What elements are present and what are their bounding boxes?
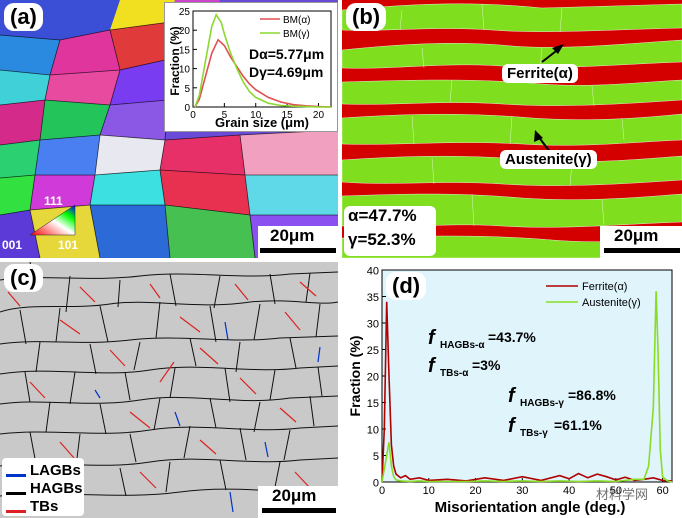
y-tick-label: 30 xyxy=(367,319,379,331)
inset-ylabel: Fraction (%) xyxy=(168,26,182,95)
sub-tbs-gamma: TBs-γ xyxy=(520,428,548,439)
series-line-0 xyxy=(194,38,332,108)
watermark: 材料学网 xyxy=(596,487,648,502)
series-line-1 xyxy=(194,13,331,108)
sub-hagbs-alpha: HAGBs-α xyxy=(440,340,485,351)
y-tick-label: 40 xyxy=(367,266,379,278)
x-tick-label: 0 xyxy=(190,110,196,121)
d-alpha: Dα=5.77μm xyxy=(249,46,324,62)
panel-d: Fraction (%) Misorientation angle (deg.)… xyxy=(342,262,682,518)
inset-ticks: 0 5 10 15 20 0 5 10 15 20 25 xyxy=(179,7,325,121)
scalebar-c-text: 20μm xyxy=(272,486,317,505)
grain-size-chart: Fraction (%) Grain size (μm) 0 5 10 15 20 0 5 1… xyxy=(168,7,332,130)
y-tick-label: 10 xyxy=(179,65,191,76)
f-symbol-4: f xyxy=(508,415,517,437)
scalebar-a xyxy=(260,248,336,253)
ipf-111: 111 xyxy=(44,194,63,208)
legend-hagb-swatch xyxy=(6,492,26,495)
series-line-0 xyxy=(381,301,673,483)
ipf-labels: 111 001 101 xyxy=(2,194,78,252)
y-tick-label: 5 xyxy=(373,451,379,463)
y-tick-label: 15 xyxy=(367,398,379,410)
x-tick-label: 60 xyxy=(657,485,669,497)
y-tick-label: 5 xyxy=(184,84,190,95)
ipf-101: 101 xyxy=(58,238,78,252)
y-tick-label: 20 xyxy=(367,372,379,384)
d-gamma: Dγ=4.69μm xyxy=(249,64,323,80)
y-tick-label: 25 xyxy=(179,7,191,18)
gamma-fraction: γ=52.3% xyxy=(348,230,416,249)
panel-a: (a) Fraction (%) Grain size (μm) 0 5 10 15 2… xyxy=(0,0,338,258)
alpha-fraction: α=47.7% xyxy=(348,206,417,225)
x-tick-label: 15 xyxy=(282,110,294,121)
phase-map xyxy=(342,0,682,258)
legend-lagb: LAGBs xyxy=(30,462,81,479)
panel-a-label: (a) xyxy=(4,3,43,31)
x-tick-label: 5 xyxy=(222,110,228,121)
x-tick-label: 40 xyxy=(563,485,575,497)
f-tbs-gamma: =61.1% xyxy=(554,417,602,433)
ipf-001: 001 xyxy=(2,238,22,252)
x-tick-label: 30 xyxy=(516,485,528,497)
x-tick-label: 20 xyxy=(469,485,481,497)
misor-ticks: 0 10 20 30 40 50 60 0 5 10 15 20 25 30 35 40 xyxy=(367,266,669,498)
sub-tbs-alpha: TBs-α xyxy=(440,368,469,379)
x-tick-label: 0 xyxy=(379,485,385,497)
austenite-arrow-head xyxy=(534,130,543,142)
misor-plot-area xyxy=(381,269,673,483)
misor-ylabel: Fraction (%) xyxy=(347,336,363,417)
y-tick-label: 0 xyxy=(184,103,190,114)
fraction-annotations: f HAGBs-α =43.7% f TBs-α =3% f HAGBs-γ =… xyxy=(428,327,616,439)
f-symbol-1: f xyxy=(428,327,437,349)
scalebar-b-text: 20μm xyxy=(614,226,659,245)
legend-tb: TBs xyxy=(30,498,59,515)
x-tick-label: 10 xyxy=(250,110,262,121)
series-line-1 xyxy=(381,291,673,483)
scalebar-c xyxy=(262,508,336,513)
panel-b-label: (b) xyxy=(346,3,387,31)
austenite-label: Austenite(γ) xyxy=(500,150,597,169)
y-tick-label: 35 xyxy=(367,292,379,304)
sub-hagbs-gamma: HAGBs-γ xyxy=(520,398,564,409)
legend-lagb-swatch xyxy=(6,474,26,477)
legend-hagb: HAGBs xyxy=(30,480,83,497)
inset-legend-alpha: BM(α) xyxy=(283,15,310,26)
panel-c-label: (c) xyxy=(4,264,43,292)
scalebar-b xyxy=(604,248,680,253)
f-symbol-2: f xyxy=(428,355,437,377)
legend-tb-swatch xyxy=(6,510,26,513)
ipf-triangle xyxy=(29,204,76,236)
panel-d-label: (d) xyxy=(386,272,427,300)
f-symbol-3: f xyxy=(508,385,517,407)
misor-lines xyxy=(381,291,673,483)
inset-legend-gamma: BM(γ) xyxy=(283,29,310,40)
misor-legend-ferrite: Ferrite(α) xyxy=(582,281,627,293)
panel-c: (c) LAGBs HAGBs TBs 20μm xyxy=(0,262,338,518)
gb-legend xyxy=(2,458,84,516)
phase-fraction-box xyxy=(344,206,436,256)
inset-xlabel: Grain size (μm) xyxy=(215,115,309,130)
y-tick-label: 15 xyxy=(179,45,191,56)
inset-lines xyxy=(194,13,332,108)
y-tick-label: 20 xyxy=(179,26,191,37)
inset-plot-area xyxy=(192,10,332,108)
y-tick-label: 25 xyxy=(367,345,379,357)
y-tick-label: 0 xyxy=(373,478,379,490)
ferrite-arrow-head xyxy=(552,44,564,54)
x-tick-label: 50 xyxy=(610,485,622,497)
grain-size-inset: Fraction (%) Grain size (μm) 0 5 10 15 20 0 5 1… xyxy=(164,2,338,132)
panel-b: (b) Ferrite(α) Austenite(γ) α=47.7% γ=52… xyxy=(342,0,682,258)
x-tick-label: 10 xyxy=(423,485,435,497)
scalebar-a-text: 20μm xyxy=(270,226,315,245)
ferrite-label: Ferrite(α) xyxy=(502,64,578,83)
f-hagbs-alpha: =43.7% xyxy=(488,329,536,345)
misorientation-chart: Fraction (%) Misorientation angle (deg.)… xyxy=(347,266,673,516)
y-tick-label: 10 xyxy=(367,425,379,437)
f-tbs-alpha: =3% xyxy=(472,357,501,373)
f-hagbs-gamma: =86.8% xyxy=(568,387,616,403)
x-tick-label: 20 xyxy=(313,110,325,121)
misor-legend-austenite: Austenite(γ) xyxy=(582,297,641,309)
misor-xlabel: Misorientation angle (deg.) xyxy=(435,499,626,516)
